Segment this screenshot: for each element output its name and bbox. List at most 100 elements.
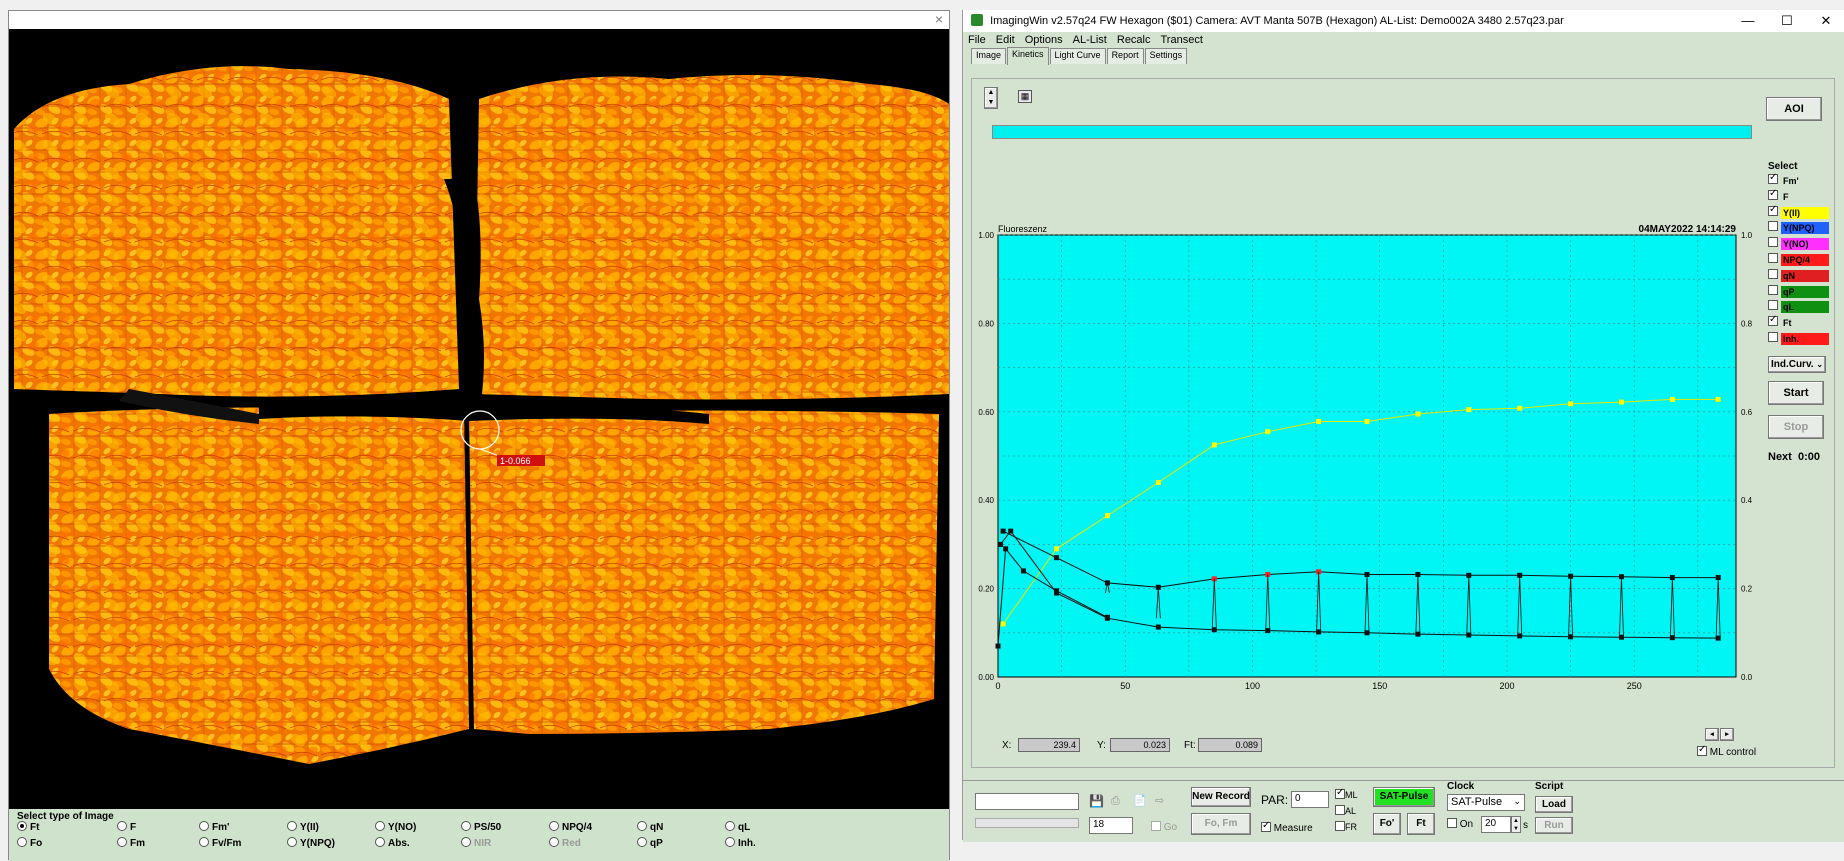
export-icon[interactable]: ⇨ (1155, 795, 1165, 807)
radio-icon[interactable] (287, 837, 297, 847)
select-checkbox[interactable] (1768, 314, 1778, 327)
data-point[interactable] (1000, 528, 1006, 534)
data-point[interactable] (1517, 405, 1523, 411)
image-type-radio[interactable]: qL (725, 821, 750, 833)
maximize-icon[interactable]: ☐ (1781, 13, 1793, 28)
select-item[interactable]: qL (1768, 300, 1829, 316)
menu-item[interactable]: Options (1024, 34, 1063, 46)
tab-report[interactable]: Report (1106, 48, 1144, 64)
scroll-right-icon[interactable]: ▸ (1720, 728, 1734, 741)
fluorescence-image-canvas[interactable]: 1-0.066 (9, 29, 949, 809)
indcurv-dropdown[interactable]: Ind.Curv. ⌄ (1768, 356, 1826, 373)
radio-icon[interactable] (199, 821, 209, 831)
select-checkbox[interactable] (1768, 300, 1778, 311)
radio-icon[interactable] (199, 837, 209, 847)
select-item[interactable]: qN (1768, 268, 1829, 285)
script-run-button[interactable]: Run (1535, 817, 1573, 834)
fo-prime-button[interactable]: Fo' (1373, 813, 1401, 835)
select-item[interactable]: F (1768, 188, 1829, 206)
ml-control[interactable]: ML control (1697, 744, 1756, 758)
select-checkbox[interactable] (1768, 204, 1778, 216)
data-point[interactable] (1316, 629, 1322, 635)
data-point[interactable] (998, 541, 1004, 547)
fr-checkbox-box[interactable] (1335, 821, 1345, 831)
go-checkbox[interactable]: Go (1151, 821, 1177, 833)
aoi-button[interactable]: AOI (1766, 97, 1822, 121)
al-checkbox[interactable]: AL (1335, 805, 1356, 816)
image-type-radio[interactable]: Fo (17, 837, 42, 849)
ml-checkbox-box[interactable] (1335, 787, 1345, 799)
data-point[interactable] (1618, 634, 1624, 640)
data-point[interactable] (1568, 634, 1574, 640)
image-type-radio[interactable]: F (117, 821, 136, 833)
select-checkbox[interactable] (1768, 268, 1778, 279)
fluorescence-image[interactable]: 1-0.066 (9, 29, 949, 809)
new-record-button[interactable]: New Record (1191, 787, 1251, 807)
data-point[interactable] (1155, 480, 1161, 486)
select-item[interactable]: Y(II) (1768, 204, 1829, 222)
radio-icon[interactable] (375, 837, 385, 847)
menu-item[interactable]: Recalc (1116, 34, 1151, 46)
image-type-radio[interactable]: Red (549, 837, 581, 849)
data-point[interactable] (1364, 630, 1370, 636)
image-type-radio[interactable]: Y(NPQ) (287, 837, 335, 849)
ml-control-checkbox[interactable] (1697, 744, 1707, 756)
radio-icon[interactable] (461, 821, 471, 831)
radio-icon[interactable] (17, 837, 27, 847)
radio-icon[interactable] (549, 837, 559, 847)
fr-checkbox[interactable]: FR (1335, 821, 1357, 832)
select-checkbox[interactable] (1768, 237, 1778, 248)
print-icon[interactable]: ⎙ (1111, 795, 1120, 807)
select-item[interactable]: Ft (1768, 314, 1829, 332)
menu-item[interactable]: AL-List (1072, 34, 1107, 46)
image-type-radio[interactable]: Inh. (725, 837, 756, 849)
select-checkbox[interactable] (1768, 221, 1778, 232)
radio-icon[interactable] (375, 821, 385, 831)
radio-icon[interactable] (461, 837, 471, 847)
data-point[interactable] (1265, 628, 1271, 634)
data-point[interactable] (1669, 396, 1675, 402)
radio-icon[interactable] (549, 821, 559, 831)
image-type-radio[interactable]: Fm (117, 837, 145, 849)
script-load-button[interactable]: Load (1535, 796, 1573, 813)
select-item[interactable]: NPQ/4 (1768, 252, 1829, 269)
start-button[interactable]: Start (1768, 381, 1824, 405)
data-point[interactable] (1415, 631, 1421, 637)
tab-light-curve[interactable]: Light Curve (1049, 48, 1106, 64)
data-point[interactable] (1155, 624, 1161, 630)
data-point[interactable] (1104, 614, 1110, 620)
par-input[interactable]: 0 (1291, 791, 1329, 808)
select-checkbox[interactable] (1768, 284, 1778, 295)
select-item[interactable]: Fm' (1768, 172, 1829, 190)
record-number-input[interactable]: 18 (1089, 817, 1133, 834)
select-item[interactable]: qP (1768, 284, 1829, 301)
tab-settings[interactable]: Settings (1144, 48, 1188, 64)
data-point[interactable] (1517, 633, 1523, 639)
chart-settings-icon[interactable]: ▦ (1018, 90, 1032, 103)
image-type-radio[interactable]: Abs. (375, 837, 410, 849)
radio-icon[interactable] (725, 821, 735, 831)
image-type-radio[interactable]: Fv/Fm (199, 837, 241, 849)
data-point[interactable] (1211, 627, 1217, 633)
image-type-radio[interactable]: Y(NO) (375, 821, 416, 833)
data-point[interactable] (1003, 546, 1009, 552)
clock-on-checkbox[interactable]: On (1447, 818, 1473, 830)
select-item[interactable]: Y(NO) (1768, 237, 1829, 253)
select-item[interactable]: Inh. (1768, 331, 1829, 348)
data-point[interactable] (1466, 407, 1472, 413)
data-point[interactable] (1669, 635, 1675, 641)
measure-checkbox[interactable]: Measure (1261, 820, 1313, 834)
fo-fm-button[interactable]: Fo, Fm (1191, 813, 1251, 835)
go-checkbox-box[interactable] (1151, 821, 1161, 831)
clock-select[interactable]: SAT-Pulse ⌄ (1447, 794, 1525, 811)
minimize-icon[interactable]: — (1741, 13, 1755, 28)
select-checkbox[interactable] (1768, 252, 1778, 263)
tab-image[interactable]: Image (971, 48, 1007, 64)
menu-item[interactable]: Transect (1160, 34, 1203, 46)
data-point[interactable] (1008, 528, 1014, 534)
data-point[interactable] (1104, 513, 1110, 519)
radio-icon[interactable] (117, 821, 127, 831)
ml-checkbox[interactable]: ML (1335, 787, 1358, 800)
save-icon[interactable]: 💾 (1089, 794, 1104, 808)
image-type-radio[interactable]: PS/50 (461, 821, 501, 833)
